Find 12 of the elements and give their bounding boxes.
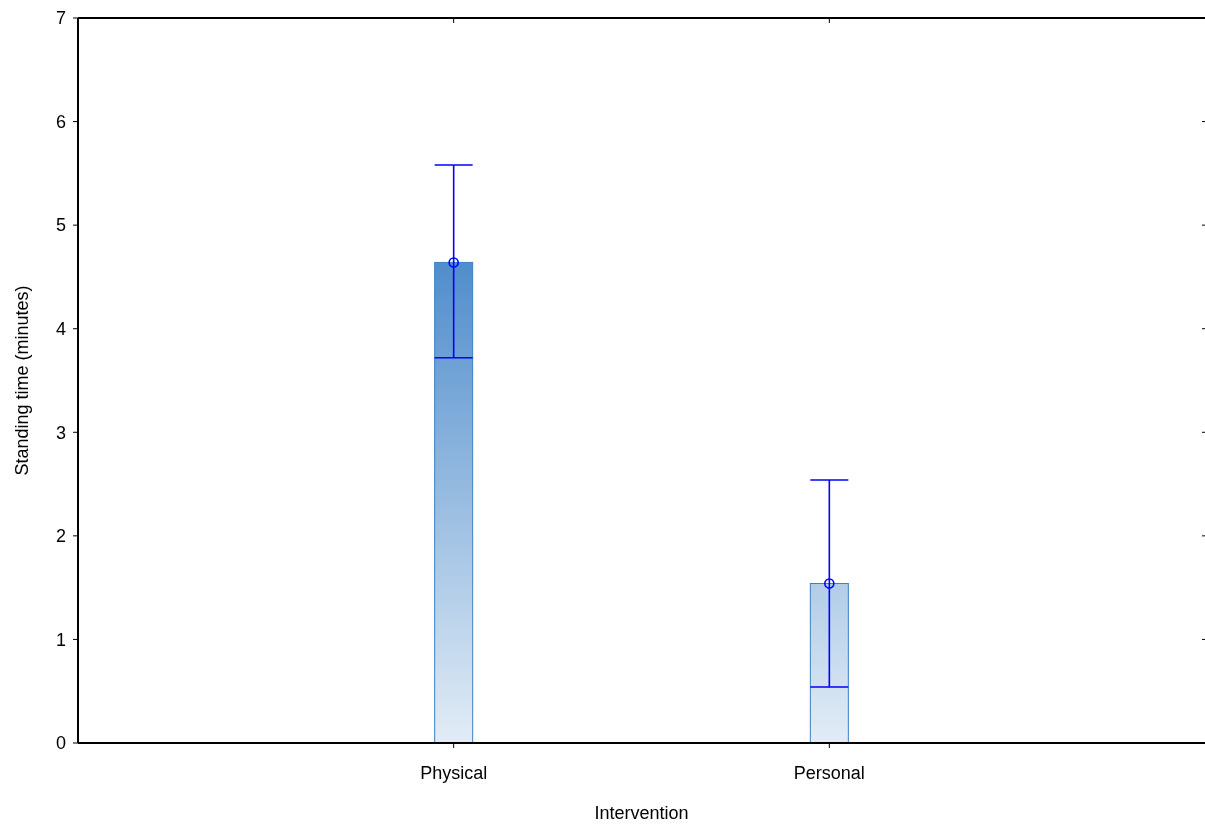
y-tick-label: 7 [55,8,66,29]
y-tick-label: 4 [55,319,66,340]
x-tick-label: Physical [420,763,488,783]
y-tick-label: 0 [55,733,66,754]
y-tick-label: 5 [55,215,66,236]
x-tick-label: Personal [793,763,865,783]
y-tick-label: 3 [55,422,66,443]
y-tick-label: 1 [55,629,66,650]
y-tick-label: 2 [55,526,66,547]
y-axis-title: Standing time (minutes) [12,285,32,476]
y-tick-label: 6 [55,111,66,132]
x-axis-title: Intervention [594,803,689,823]
